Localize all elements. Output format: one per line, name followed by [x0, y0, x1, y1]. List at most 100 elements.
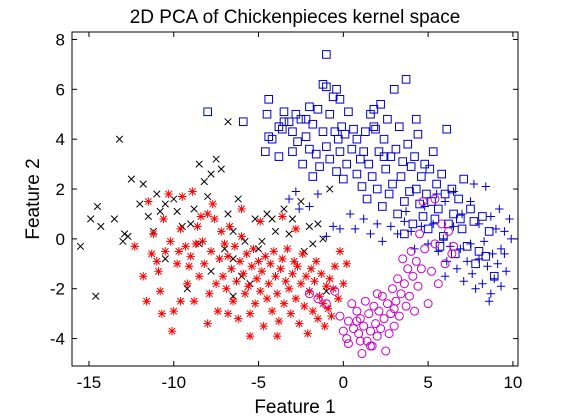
circle-point	[399, 279, 409, 289]
x-point	[224, 118, 232, 126]
circle-point	[389, 321, 399, 331]
x-point	[241, 237, 249, 246]
square-point	[344, 107, 353, 117]
plus-point	[295, 204, 304, 214]
square-point	[447, 184, 457, 194]
plus-point	[434, 247, 443, 256]
star-point	[200, 259, 209, 269]
x-point	[173, 207, 181, 216]
x-point	[115, 135, 124, 143]
star-point	[286, 309, 295, 318]
plus-point	[366, 229, 375, 239]
plus-point	[500, 249, 509, 259]
plus-point	[507, 234, 516, 244]
star-point	[172, 259, 182, 269]
plot-area	[71, 31, 519, 367]
square-point	[379, 152, 389, 161]
square-point	[305, 102, 314, 112]
star-point	[291, 224, 301, 234]
star-point	[237, 232, 246, 241]
star-point	[154, 267, 163, 276]
data-points	[76, 50, 516, 359]
square-point	[371, 124, 380, 134]
star-point	[330, 262, 340, 271]
star-point	[283, 244, 292, 254]
plus-point	[474, 219, 484, 229]
star-point	[276, 264, 285, 273]
x-point	[195, 160, 203, 168]
star-point	[289, 257, 299, 266]
plus-point	[351, 224, 360, 234]
square-point	[391, 144, 401, 154]
plus-point	[495, 204, 504, 214]
square-point	[364, 159, 374, 169]
square-point	[332, 85, 341, 94]
star-point	[303, 329, 312, 338]
plus-point	[484, 296, 494, 306]
plus-point	[496, 244, 506, 254]
star-point	[233, 314, 243, 323]
square-point	[298, 159, 307, 169]
star-point	[174, 247, 184, 256]
star-point	[317, 269, 326, 278]
circle-point	[379, 314, 389, 324]
x-point	[207, 267, 215, 275]
circle-point	[347, 299, 357, 309]
plus-point	[328, 222, 338, 231]
plus-point	[491, 224, 501, 234]
plus-point	[400, 217, 409, 226]
star-point	[232, 277, 241, 286]
star-point	[218, 272, 228, 281]
star-point	[284, 284, 294, 293]
x-point	[144, 212, 152, 221]
plus-point	[432, 189, 441, 199]
circle-point	[374, 306, 384, 316]
star-point	[149, 229, 158, 239]
star-point	[342, 259, 351, 269]
star-point	[256, 287, 265, 296]
x-point	[127, 175, 136, 183]
square-point	[386, 152, 396, 161]
x-point	[297, 197, 305, 206]
y-tick-label: 0	[56, 230, 65, 249]
plus-point	[496, 282, 506, 291]
square-point	[435, 242, 445, 251]
circle-point	[427, 266, 437, 276]
square-point	[308, 119, 318, 129]
plus-point	[429, 219, 438, 229]
square-point	[311, 149, 321, 159]
star-point	[225, 222, 234, 231]
circle-point	[430, 239, 440, 249]
star-point	[262, 294, 272, 303]
square-point	[352, 134, 362, 144]
x-tick-label: 0	[339, 373, 348, 392]
x-point	[268, 215, 276, 223]
square-point	[361, 127, 370, 137]
circle-point	[357, 349, 367, 359]
square-point	[378, 202, 387, 211]
star-point	[223, 252, 233, 261]
x-point	[217, 165, 225, 173]
star-point	[311, 257, 321, 266]
x-point	[92, 292, 100, 300]
star-point	[183, 279, 192, 288]
square-point	[279, 107, 289, 117]
x-point	[110, 215, 119, 223]
x-point	[136, 200, 144, 208]
square-point	[301, 114, 311, 124]
circle-point	[393, 274, 403, 284]
x-tick-label: -10	[161, 373, 186, 392]
circle-point	[335, 311, 345, 321]
y-ticks: -4 -2 0 2 4 6 8	[50, 30, 518, 349]
square-point	[383, 114, 392, 124]
square-point	[288, 127, 297, 137]
plus-point	[420, 202, 429, 211]
star-point	[261, 252, 270, 261]
square-point	[367, 172, 377, 181]
star-point	[323, 304, 333, 313]
x-point	[87, 215, 95, 223]
star-point	[191, 239, 200, 249]
circle-point	[430, 194, 440, 204]
star-point	[327, 311, 336, 321]
circle-point	[433, 279, 443, 289]
